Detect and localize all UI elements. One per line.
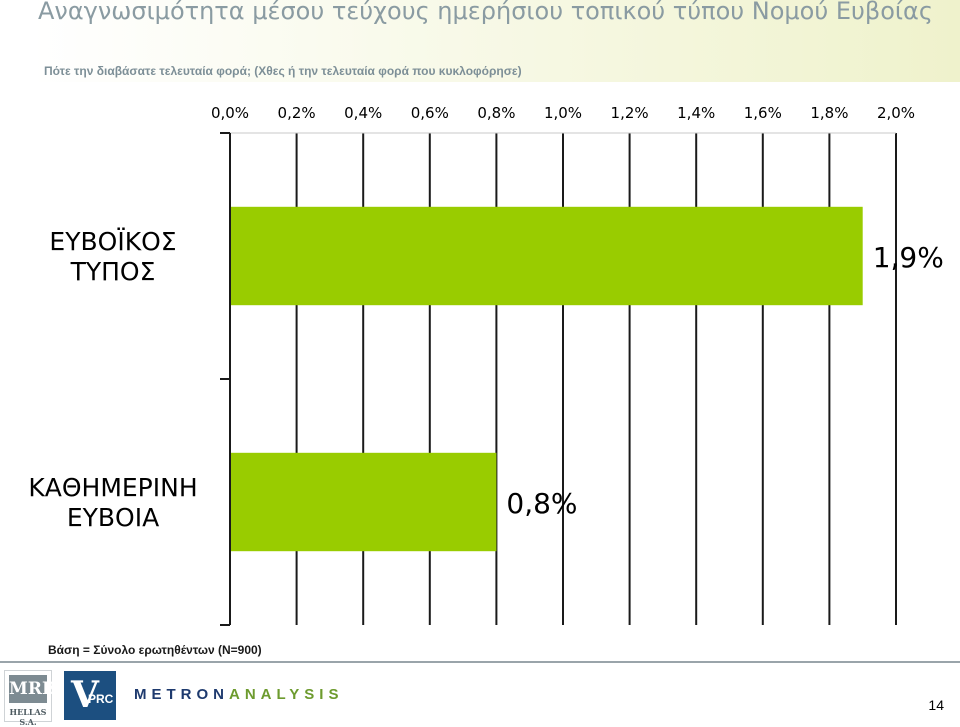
footer-divider xyxy=(0,661,960,663)
title-background xyxy=(33,0,960,82)
question-subtitle: Πότε την διαβάσατε τελευταία φορά; (Χθες… xyxy=(44,64,522,78)
bar-chart: 0,0% 0,2% 0,4% 0,6% 0,8% 1,0% 1,2% 1,4% 1,6% 1,8%… xyxy=(28,104,944,626)
data-labels: 1,9% 0,8% xyxy=(506,241,943,520)
x-tick-label: 0,4% xyxy=(344,104,382,122)
bars xyxy=(230,206,863,552)
x-tick-label: 1,4% xyxy=(677,104,715,122)
mrb-logo-mark: MRB xyxy=(9,675,56,703)
vprc-logo-v: V xyxy=(71,674,99,716)
category-axis xyxy=(220,132,231,626)
page-number: 14 xyxy=(928,697,944,713)
page-title: Αναγνωσιμότητα μέσου τεύχους ημερήσιου τ… xyxy=(38,0,933,25)
vprc-logo: V PRC xyxy=(64,671,116,720)
x-tick-label: 0,6% xyxy=(411,104,449,122)
category-label: ΚΑΘΗΜΕΡΙΝΗ xyxy=(28,473,197,502)
x-tick-label: 1,6% xyxy=(744,104,782,122)
mrb-logo-subtitle: HELLAS S.A. xyxy=(9,707,47,727)
category-label: ΤΥΠΟΣ xyxy=(70,257,156,286)
bar xyxy=(230,206,863,306)
data-label: 0,8% xyxy=(506,487,577,520)
metron-analysis-logo: METRONANALYSIS xyxy=(134,686,343,703)
mrb-logo: MRB HELLAS S.A. xyxy=(4,670,56,727)
vprc-logo-text: PRC xyxy=(88,692,114,706)
x-tick-label: 1,8% xyxy=(810,104,848,122)
x-tick-label: 0,2% xyxy=(278,104,316,122)
x-tick-labels: 0,0% 0,2% 0,4% 0,6% 0,8% 1,0% 1,2% 1,4% 1,6% 1,8%… xyxy=(211,104,915,122)
category-label: ΕΥΒΟΪΚΟΣ xyxy=(49,227,176,256)
x-tick-label: 2,0% xyxy=(877,104,915,122)
metron-logo-text: METRON xyxy=(134,686,229,703)
bar xyxy=(230,452,497,552)
x-tick-label: 1,2% xyxy=(611,104,649,122)
x-tick-label: 1,0% xyxy=(544,104,582,122)
category-label: ΕΥΒΟΙΑ xyxy=(67,503,159,532)
x-tick-label: 0,0% xyxy=(211,104,249,122)
analysis-logo-text: ANALYSIS xyxy=(229,686,344,703)
x-tick-label: 0,8% xyxy=(477,104,515,122)
data-label: 1,9% xyxy=(873,241,944,274)
base-footnote: Βάση = Σύνολο ερωτηθέντων (Ν=900) xyxy=(48,643,262,657)
